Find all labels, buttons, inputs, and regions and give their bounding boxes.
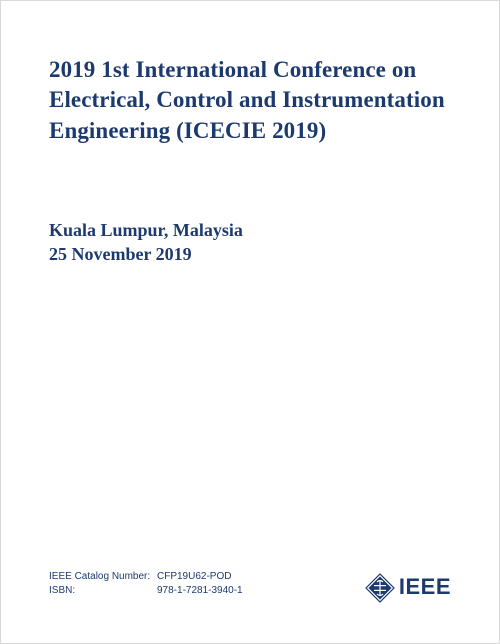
ieee-logo: IEEE [365,573,451,603]
isbn-label: ISBN: [49,584,157,598]
isbn-row: ISBN: 978-1-7281-3940-1 [49,584,243,598]
catalog-info-block: IEEE Catalog Number: CFP19U62-POD ISBN: … [49,570,243,597]
proceedings-cover-page: 2019 1st International Conference on Ele… [0,0,500,644]
catalog-number-value: CFP19U62-POD [157,570,243,584]
conference-title: 2019 1st International Conference on Ele… [49,55,451,146]
location-text: Kuala Lumpur, Malaysia [49,218,451,242]
catalog-number-label: IEEE Catalog Number: [49,570,157,584]
ieee-kite-icon [365,573,395,603]
catalog-number-row: IEEE Catalog Number: CFP19U62-POD [49,570,243,584]
isbn-value: 978-1-7281-3940-1 [157,584,243,598]
date-text: 25 November 2019 [49,242,451,266]
ieee-logo-text: IEEE [399,576,451,600]
location-date-block: Kuala Lumpur, Malaysia 25 November 2019 [49,218,451,267]
